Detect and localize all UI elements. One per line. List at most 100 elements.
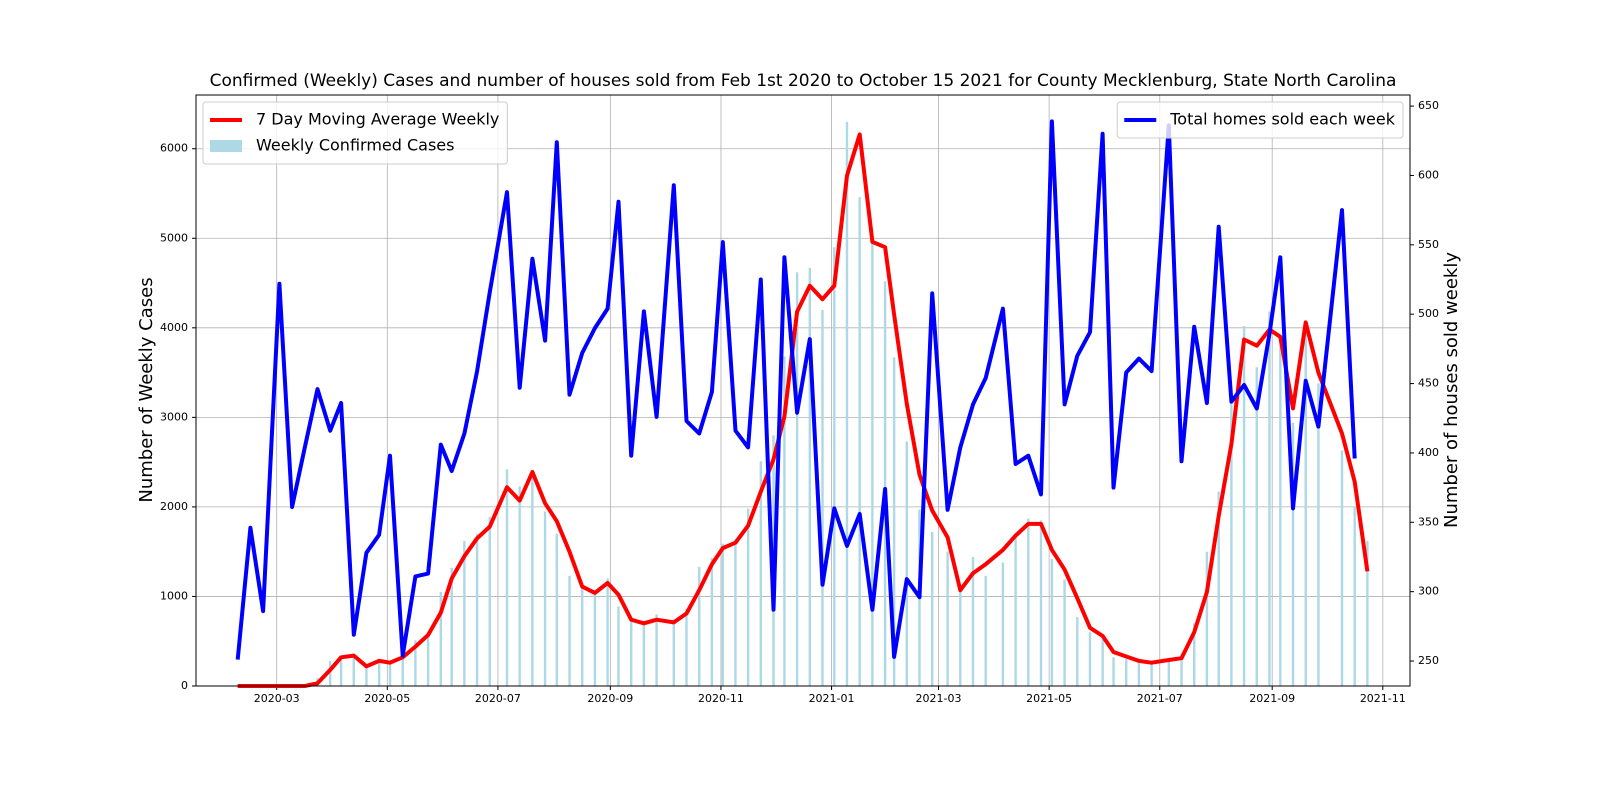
bar [697, 566, 701, 686]
y2-tick-label: 300 [1418, 585, 1439, 598]
bar [672, 623, 676, 686]
y2-tick-label: 350 [1418, 515, 1439, 528]
bar [1076, 617, 1079, 686]
bar [905, 441, 909, 686]
y2-tick-label: 500 [1418, 307, 1439, 320]
bar [685, 608, 688, 686]
bar [505, 469, 509, 686]
x-tick-label: 2020-09 [587, 692, 633, 705]
legend-swatch [210, 140, 242, 152]
bar [1317, 383, 1320, 686]
bar [439, 591, 442, 686]
bar [1205, 551, 1209, 686]
y2-tick-label: 650 [1418, 99, 1439, 112]
bar [377, 660, 381, 686]
y-tick-label: 4000 [160, 321, 188, 334]
bar [1039, 520, 1043, 686]
bar [883, 281, 887, 686]
bar [821, 309, 824, 686]
bar [352, 656, 355, 686]
bar [593, 591, 597, 686]
bar [721, 543, 724, 686]
legend-box [1116, 101, 1404, 139]
bar [710, 557, 714, 686]
y-tick-label: 1000 [160, 589, 188, 602]
bar [1167, 659, 1171, 686]
y2-tick-label: 600 [1418, 168, 1439, 181]
legend-label: Total homes sold each week [1169, 110, 1395, 129]
x-tick-label: 2020-11 [698, 692, 744, 705]
y-tick-label: 3000 [160, 410, 188, 423]
y2-tick-label: 550 [1418, 238, 1439, 251]
bar [871, 239, 874, 686]
bar [339, 655, 343, 686]
bar [488, 516, 491, 686]
bar [1242, 326, 1246, 686]
bar [984, 575, 987, 686]
line [235, 119, 1357, 660]
y-tick-label: 0 [181, 679, 188, 692]
bar [1217, 491, 1220, 686]
bar [655, 614, 658, 686]
bar [833, 247, 836, 686]
bar [1137, 662, 1141, 686]
x-tick-label: 2021-01 [809, 692, 855, 705]
bar [1279, 342, 1282, 686]
y-tick-label: 5000 [160, 231, 188, 244]
bar [1088, 632, 1092, 686]
bar [746, 508, 750, 686]
bar [1255, 367, 1258, 686]
bar [1180, 653, 1183, 686]
bar [531, 472, 534, 686]
bar [946, 551, 949, 686]
bar [1112, 657, 1115, 686]
bar [475, 533, 479, 686]
y-tick-label: 6000 [160, 142, 188, 155]
bar [858, 197, 861, 686]
bar [629, 621, 633, 686]
chart-title: Confirmed (Weekly) Cases and number of h… [210, 71, 1397, 91]
bar [808, 267, 811, 686]
x-tick-label: 2020-07 [475, 692, 521, 705]
bar [328, 660, 332, 686]
bar [783, 356, 786, 686]
bar [518, 486, 521, 686]
bar [1230, 389, 1233, 686]
x-tick-label: 2021-05 [1026, 692, 1072, 705]
bar [959, 589, 962, 686]
legend-label: Weekly Confirmed Cases [256, 136, 454, 155]
y2-tick-label: 250 [1418, 654, 1439, 667]
bar [1063, 579, 1066, 686]
x-tick-label: 2021-07 [1137, 692, 1183, 705]
bar [1304, 326, 1307, 686]
x-tick-label: 2020-03 [254, 692, 300, 705]
bar [1291, 422, 1295, 686]
bar [1001, 562, 1005, 686]
legend-label: 7 Day Moving Average Weekly [256, 110, 499, 129]
legend: Total homes sold each week [1116, 101, 1404, 139]
bar [1150, 661, 1153, 686]
bar [971, 557, 975, 686]
line [237, 132, 1370, 688]
bar [401, 653, 404, 686]
bar [642, 624, 646, 686]
bar [365, 667, 368, 686]
bar [734, 539, 737, 686]
bar [426, 632, 430, 686]
x-tick-label: 2021-11 [1360, 692, 1406, 705]
bar [759, 461, 763, 686]
bar [1014, 533, 1017, 686]
bar [555, 533, 559, 686]
legend: 7 Day Moving Average Weekly Weekly Confir… [202, 101, 508, 165]
legend-box [202, 101, 508, 165]
bar [543, 511, 547, 686]
x-tick-label: 2020-05 [364, 692, 410, 705]
bar [1101, 639, 1104, 686]
y-axis-label: Number of Weekly Cases [136, 277, 157, 502]
bar [606, 578, 609, 686]
bar [1366, 540, 1369, 686]
y2-axis-label: Number of houses sold weekly [1441, 252, 1462, 528]
bar [892, 357, 896, 686]
bar [1268, 311, 1271, 686]
